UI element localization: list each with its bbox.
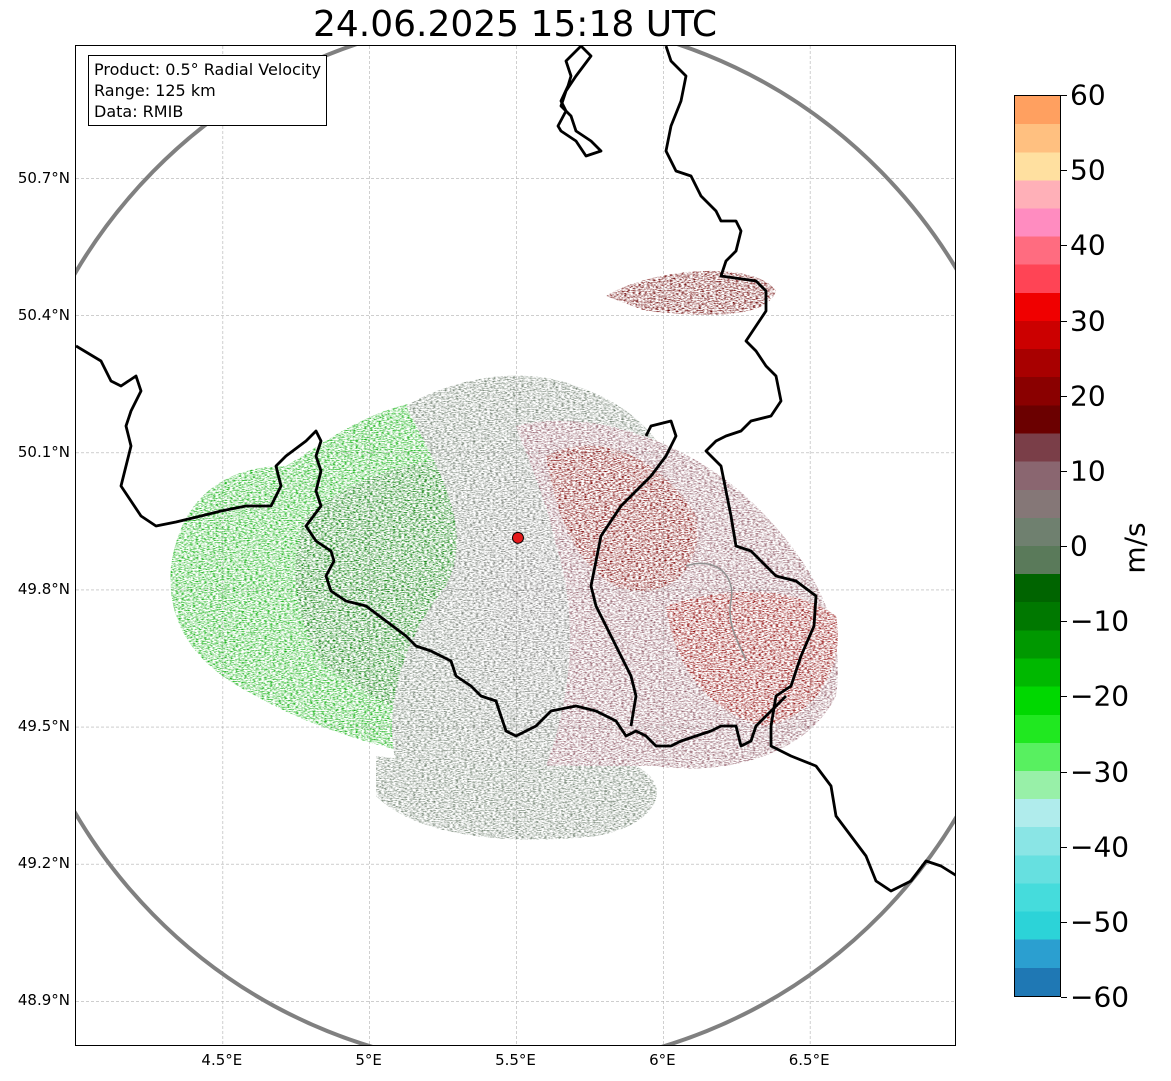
southern-echoes — [376, 756, 657, 840]
colorbar-tick — [1061, 921, 1067, 923]
velocity-field — [170, 270, 838, 840]
colorbar-tick — [1061, 320, 1067, 322]
colorbar-tick-label: −30 — [1070, 755, 1130, 788]
colorbar-tick — [1061, 997, 1067, 998]
info-product: Product: 0.5° Radial Velocity — [94, 60, 322, 79]
colorbar-tick — [1061, 696, 1067, 698]
lat-tick-label: 48.9°N — [17, 991, 70, 1010]
colorbar-tick — [1061, 771, 1067, 773]
colorbar-tick-label: 60 — [1070, 78, 1106, 112]
colorbar-tick-label: 40 — [1070, 228, 1106, 262]
river-moselle — [685, 562, 747, 662]
colorbar-tick-label: 20 — [1070, 379, 1106, 413]
plot-title: 24.06.2025 15:18 UTC — [312, 4, 718, 45]
radar-map-canvas — [76, 46, 955, 1045]
border-luxembourg-west — [589, 419, 678, 727]
colorbar-tick — [1061, 546, 1067, 547]
border-germany-luxembourg — [664, 46, 955, 893]
lat-tick-label: 49.2°N — [17, 854, 70, 873]
lat-tick-label: 49.8°N — [17, 579, 70, 598]
lat-tick-label: 50.1°N — [17, 442, 70, 461]
colorbar-unit-label: m/s — [1118, 522, 1152, 574]
lat-tick-label: 50.4°N — [17, 305, 70, 324]
lon-tick-label: 5°E — [355, 1051, 382, 1069]
colorbar-tick — [1061, 245, 1067, 247]
radar-site-marker — [511, 531, 524, 544]
receding-region-southeast — [666, 592, 838, 726]
lon-tick-label: 5.5°E — [495, 1051, 536, 1069]
velocity-colorbar — [1014, 95, 1061, 997]
info-data-source: Data: RMIB — [94, 102, 184, 121]
colorbar-tick-label: −40 — [1070, 830, 1130, 864]
receding-region-core — [546, 445, 698, 592]
colorbar-tick-label: −20 — [1070, 679, 1130, 713]
colorbar-tick — [1061, 395, 1067, 397]
colorbar-tick-label: 0 — [1070, 529, 1088, 563]
colorbar-tick-label: −10 — [1070, 604, 1130, 638]
receding-cells-north — [606, 270, 776, 315]
lon-tick-label: 4.5°E — [201, 1051, 243, 1069]
colorbar-tick — [1061, 170, 1067, 172]
colorbar-tick-label: −50 — [1070, 905, 1130, 939]
colorbar-tick — [1061, 470, 1067, 472]
lat-tick-label: 50.7°N — [17, 168, 70, 187]
colorbar-tick — [1061, 621, 1067, 623]
colorbar-tick-label: 30 — [1070, 304, 1106, 337]
country-borders — [76, 46, 955, 893]
lon-tick-label: 6.5°E — [788, 1051, 830, 1069]
border-france-belgium-luxembourg — [76, 344, 787, 748]
colorbar-tick-label: 10 — [1070, 454, 1106, 488]
lat-tick-label: 49.5°N — [17, 717, 70, 736]
lon-tick-label: 6°E — [649, 1051, 676, 1069]
colorbar-tick — [1061, 846, 1067, 848]
product-info-box: Product: 0.5° Radial Velocity Range: 125… — [88, 55, 328, 126]
border-belgium-luxembourg-north — [556, 46, 603, 158]
colorbar-tick — [1061, 95, 1067, 96]
radar-map[interactable] — [75, 45, 956, 1046]
colorbar-tick-label: 50 — [1070, 153, 1106, 187]
colorbar-tick-label: −60 — [1070, 980, 1130, 1014]
info-range: Range: 125 km — [94, 81, 216, 100]
